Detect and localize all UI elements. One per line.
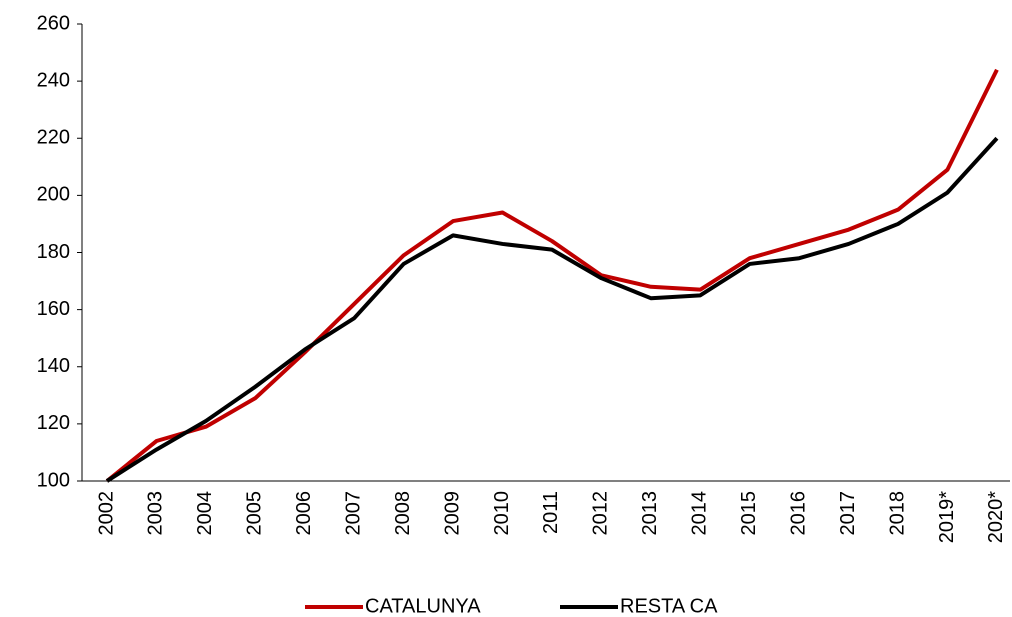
series-line [105,68,999,483]
y-tick-label: 200 [37,184,70,206]
y-tick-label: 120 [37,412,70,434]
x-tick-label: 2004 [194,491,216,536]
x-tick-label: 2016 [787,491,809,536]
x-tick-label: 2011 [540,491,562,534]
y-tick-label: 240 [37,69,70,91]
x-tick-label: 2009 [441,491,463,536]
x-tick-label: 2017 [837,491,859,536]
y-tick-label: 100 [37,469,70,491]
y-tick-label: 160 [37,298,70,320]
series-line [105,136,999,483]
x-tick-label: 2010 [491,491,513,536]
x-tick-label: 2008 [392,491,414,536]
y-tick-label: 220 [37,127,70,149]
x-tick-label: 2020* [985,491,1007,543]
x-tick-label: 2006 [293,491,315,536]
x-tick-label: 2007 [342,491,364,536]
y-tick-label: 180 [37,241,70,263]
x-tick-label: 2014 [689,491,711,536]
y-tick-label: 140 [37,355,70,377]
x-tick-label: 2018 [886,491,908,536]
x-tick-label: 2005 [244,491,266,536]
legend-label: CATALUNYA [365,595,481,617]
x-tick-label: 2015 [738,491,760,536]
x-tick-label: 2019* [936,491,958,543]
x-tick-label: 2012 [590,491,612,536]
x-tick-label: 2013 [639,491,661,536]
legend-label: RESTA CA [620,595,718,617]
y-tick-label: 260 [37,12,70,34]
x-tick-label: 2003 [145,491,167,536]
x-tick-label: 2002 [95,491,117,536]
